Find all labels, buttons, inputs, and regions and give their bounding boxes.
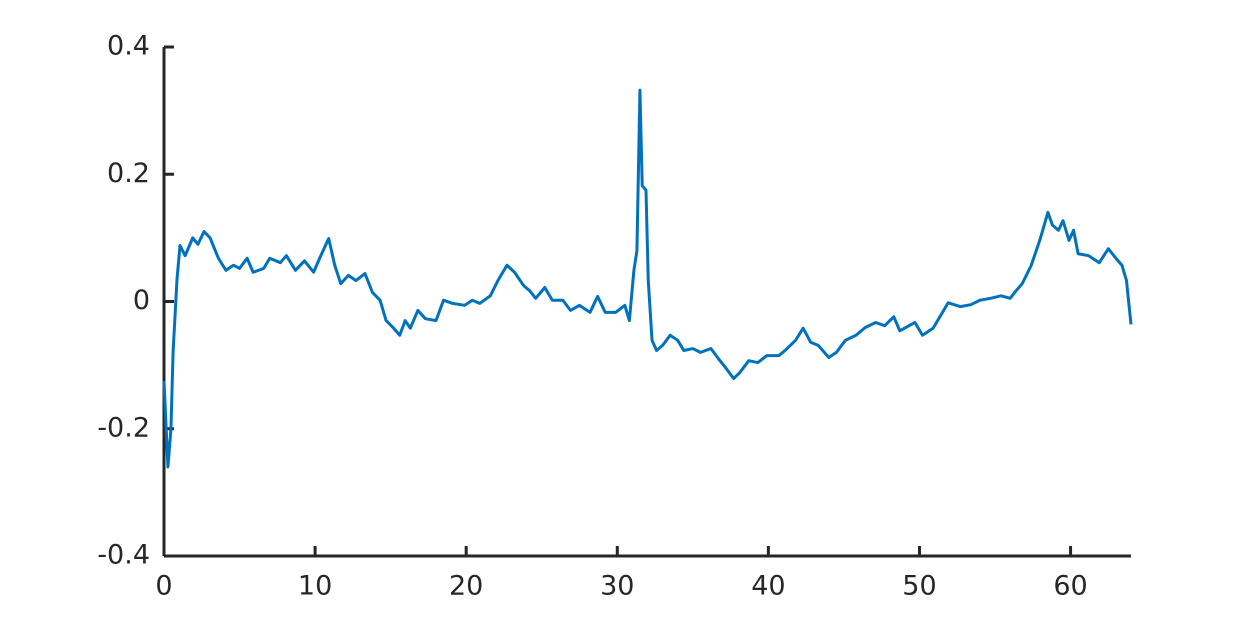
y-tick-label: -0.2: [97, 412, 150, 443]
x-tick-label: 20: [449, 571, 483, 602]
y-tick-label: -0.4: [97, 540, 150, 571]
y-tick-label: 0.2: [107, 158, 150, 189]
x-tick-label: 60: [1053, 571, 1087, 602]
data-line: [162, 88, 1133, 469]
x-tick-label: 0: [155, 571, 172, 602]
x-tick-label: 50: [902, 571, 936, 602]
x-tick-label: 30: [600, 571, 634, 602]
y-tick-label: 0.4: [107, 31, 150, 62]
y-tick-label: 0: [133, 285, 150, 316]
x-tick-label: 10: [298, 571, 332, 602]
x-tick-label: 40: [751, 571, 785, 602]
